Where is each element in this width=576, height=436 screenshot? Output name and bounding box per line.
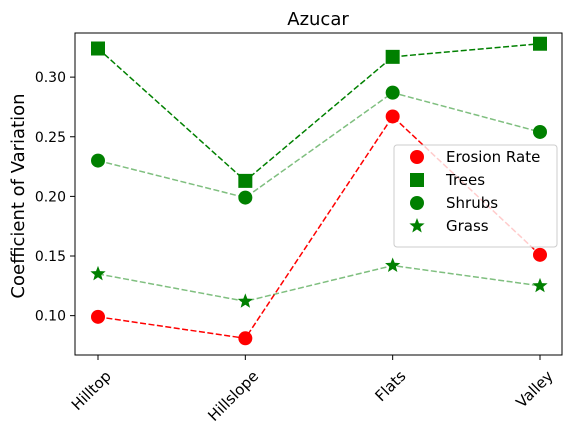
legend-label: Shrubs <box>446 194 498 212</box>
data-point-shrubs <box>91 153 105 168</box>
data-point-erosion-rate <box>91 309 105 324</box>
data-point-trees <box>385 49 400 64</box>
y-tick-label: 0.15 <box>35 249 66 265</box>
data-point-grass <box>385 257 401 273</box>
data-point-erosion-rate <box>533 247 547 262</box>
data-point-grass <box>90 265 106 281</box>
legend-marker <box>410 196 424 210</box>
data-point-shrubs <box>238 190 253 205</box>
data-point-shrubs <box>385 85 400 100</box>
data-point-grass <box>237 293 253 308</box>
y-tick-label: 0.20 <box>35 189 66 205</box>
data-point-trees <box>238 173 253 188</box>
x-tick-label: Flats <box>371 367 409 405</box>
y-axis-label: Coefficient of Variation <box>8 93 29 298</box>
legend-label: Grass <box>446 217 489 235</box>
series-line-trees <box>97 42 541 182</box>
x-tick-label: Hilltop <box>68 367 115 414</box>
data-point-shrubs <box>533 124 547 139</box>
data-point-grass <box>532 277 548 293</box>
y-tick-label: 0.10 <box>35 309 66 325</box>
legend-marker <box>410 173 424 187</box>
legend-box <box>393 144 558 248</box>
y-tick-label: 0.25 <box>35 130 66 146</box>
plot-frame <box>74 32 563 356</box>
x-tick-label: Valley <box>512 367 556 411</box>
y-tick-label: 0.30 <box>35 70 66 86</box>
series-line-shrubs <box>97 91 541 199</box>
legend-label: Trees <box>445 171 485 189</box>
legend: Erosion Rate Trees Shrubs Grass <box>393 144 558 248</box>
legend-marker <box>409 218 425 233</box>
chart-title: Azucar <box>287 9 349 30</box>
data-point-erosion-rate <box>385 109 400 124</box>
legend-marker <box>410 150 424 164</box>
x-tick-label: Hillslope <box>204 367 262 425</box>
legend-label: Erosion Rate <box>446 148 540 166</box>
data-point-erosion-rate <box>238 331 253 346</box>
series-line-grass <box>97 264 541 303</box>
series-line-erosion-rate <box>97 115 541 340</box>
data-point-trees <box>91 41 105 56</box>
data-point-trees <box>533 36 547 51</box>
